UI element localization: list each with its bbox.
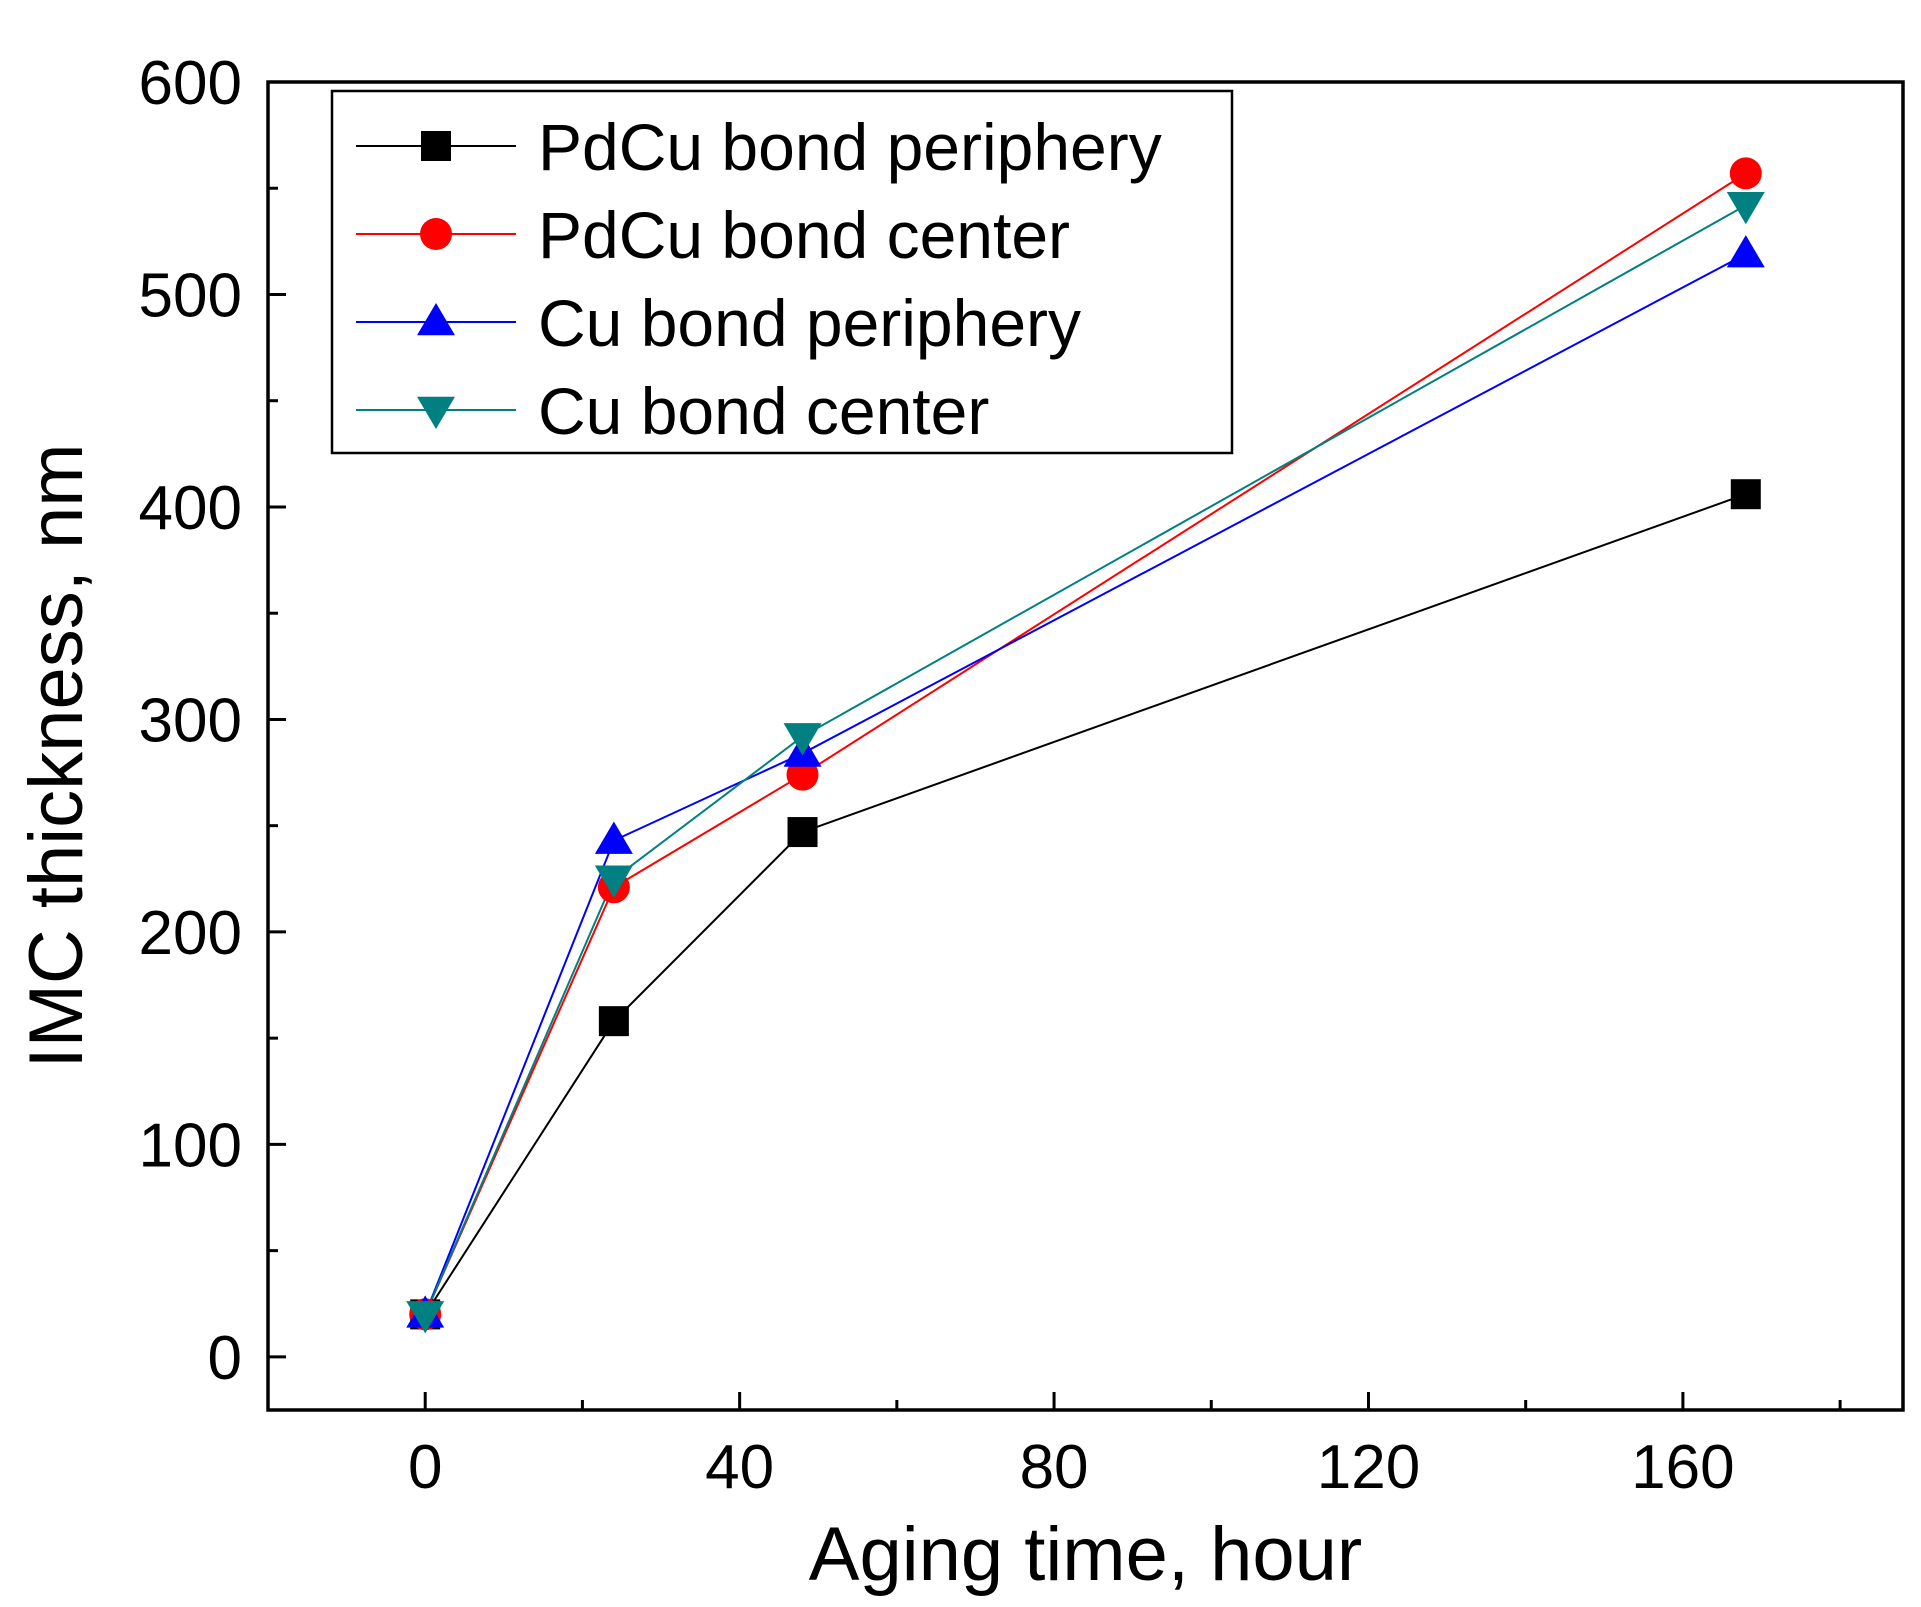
y-tick-label: 300 bbox=[139, 686, 242, 755]
legend-marker bbox=[417, 303, 455, 336]
x-axis-label: Aging time, hour bbox=[809, 1512, 1362, 1597]
x-tick-label: 120 bbox=[1317, 1433, 1420, 1502]
x-tick-labels: 0 40 80 120 160 bbox=[408, 1433, 1735, 1502]
legend-marker bbox=[421, 131, 451, 161]
y-tick-label: 0 bbox=[208, 1324, 242, 1393]
data-point bbox=[1729, 157, 1762, 190]
legend: PdCu bond periphery PdCu bond center Cu bo… bbox=[330, 89, 1234, 455]
data-point bbox=[598, 1006, 629, 1037]
data-point bbox=[594, 821, 633, 854]
series-line bbox=[424, 253, 1747, 1315]
x-tick-label: 40 bbox=[705, 1433, 774, 1502]
series-markers bbox=[406, 157, 1765, 1334]
legend-label: PdCu bond center bbox=[538, 198, 1070, 272]
data-point bbox=[1726, 235, 1765, 268]
data-point bbox=[1730, 479, 1761, 510]
data-point bbox=[787, 817, 818, 848]
data-point bbox=[1726, 191, 1765, 225]
axis-ticks bbox=[268, 80, 1842, 1410]
plot-frame bbox=[266, 80, 1905, 1412]
y-tick-label: 100 bbox=[139, 1111, 242, 1180]
series-line bbox=[424, 493, 1747, 1315]
series-lines bbox=[424, 172, 1747, 1315]
legend-label: Cu bond periphery bbox=[538, 286, 1081, 360]
data-point bbox=[406, 1301, 445, 1334]
y-axis-label: IMC thickness, nm bbox=[14, 443, 99, 1068]
x-tick-label: 80 bbox=[1020, 1433, 1089, 1502]
data-point bbox=[783, 723, 822, 756]
x-tick-label: 160 bbox=[1631, 1433, 1734, 1502]
x-tick-label: 0 bbox=[408, 1433, 442, 1502]
data-point bbox=[594, 865, 633, 898]
y-tick-label: 500 bbox=[139, 261, 242, 330]
legend-label: PdCu bond periphery bbox=[538, 110, 1162, 184]
legend-box bbox=[330, 89, 1234, 455]
y-tick-label: 400 bbox=[139, 474, 242, 543]
y-tick-label: 600 bbox=[139, 49, 242, 118]
legend-marker bbox=[417, 396, 455, 429]
legend-label: Cu bond center bbox=[538, 374, 989, 448]
legend-marker bbox=[420, 218, 452, 250]
y-tick-label: 200 bbox=[139, 899, 242, 968]
series-line bbox=[424, 204, 1747, 1315]
series-line bbox=[424, 172, 1747, 1315]
y-tick-labels: 0 100 200 300 400 500 600 bbox=[139, 49, 242, 1393]
